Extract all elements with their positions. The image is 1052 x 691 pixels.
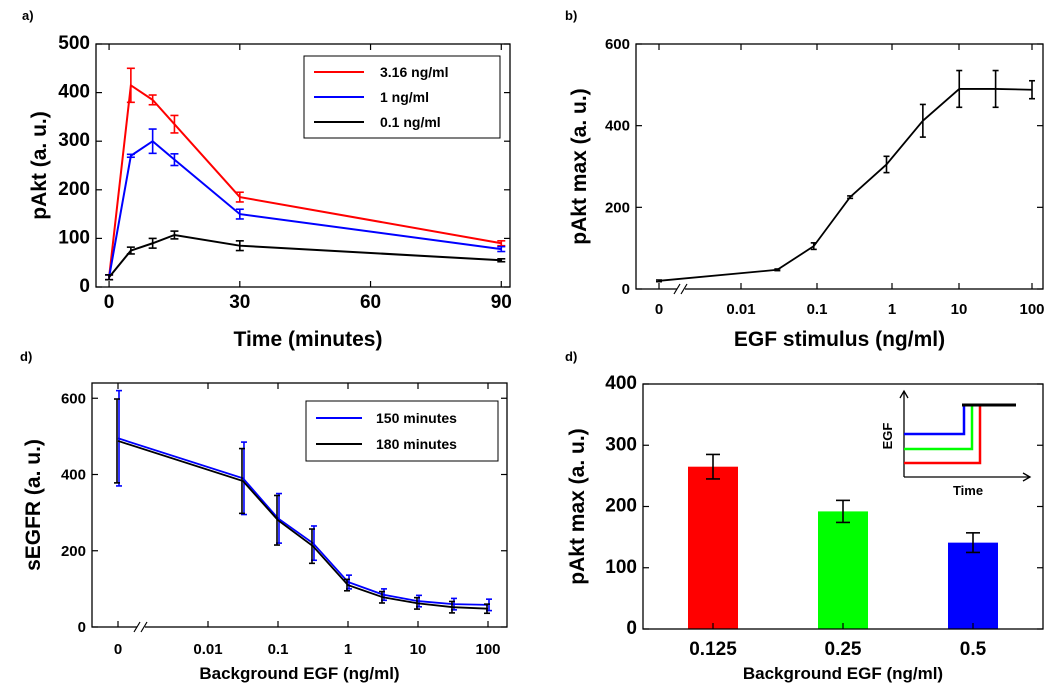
panel-a-ylabel: pAkt (a. u.)	[28, 111, 51, 220]
panel-b-axis-break-mark	[680, 283, 688, 295]
panel-d-bar-0.5	[948, 542, 998, 629]
panel-a-ytick-label: 400	[58, 82, 90, 103]
panel-c-ytick-label: 400	[61, 467, 86, 484]
panel-a-ytick-label: 500	[58, 33, 90, 54]
panel-d-inset-red-step	[904, 405, 982, 465]
panel-a-series-2-line	[108, 233, 502, 278]
panel-b-ytick-label: 400	[605, 118, 630, 135]
panel-a-ytick-label: 300	[58, 130, 90, 151]
panel-a-ytick-label: 200	[58, 179, 90, 200]
panel-c-segfr: d) 0 0.01 0.1 1 10 100 0 200 400 600 150 minutes 180…	[20, 349, 508, 683]
panel-a-time-course: a) 0 30 60 90 0 100 200 300 400 500 3.16 ng/ml 1 ng/…	[22, 8, 512, 351]
panel-a-axes-frame	[95, 43, 511, 288]
panel-b-xtick-label: 0.1	[807, 301, 828, 318]
panel-b-xtick-label: 0	[655, 301, 663, 318]
panel-c-axes-frame	[91, 382, 508, 628]
panel-c-legend-box	[305, 400, 499, 462]
panel-a-xtick-label: 60	[360, 292, 381, 313]
panel-a-series-0-line	[108, 83, 502, 278]
panel-d-ytick-label: 300	[605, 434, 637, 455]
panel-c-ytick-label: 0	[78, 619, 86, 636]
panel-b-xtick-label: 100	[1019, 301, 1044, 318]
panel-d-ylabel: pAkt max (a. u.)	[566, 428, 589, 584]
panel-a-ytick-label: 100	[58, 227, 90, 248]
panel-c-xlabel: Background EGF (ng/ml)	[199, 664, 399, 683]
panel-c-axis-break-mark	[133, 621, 141, 633]
panel-d-bar-0.125	[688, 466, 738, 629]
panel-a-xlabel: Time (minutes)	[234, 328, 383, 351]
panel-b-xtick-label: 1	[888, 301, 896, 318]
panel-a-xtick-label: 30	[229, 292, 250, 313]
panel-b-ylabel: pAkt max (a. u.)	[568, 88, 591, 244]
panel-c-series-1-line	[117, 440, 489, 610]
panel-c-xtick-label: 0	[114, 641, 122, 658]
panel-b-axes-frame	[635, 43, 1044, 290]
panel-d-inset-x-arrow	[1022, 472, 1032, 482]
panel-c-axis-break-mark	[140, 621, 148, 633]
panel-d-inset-ylabel: EGF	[880, 423, 895, 450]
panel-d-inset-green-step	[904, 405, 974, 451]
panel-c-xtick-label: 100	[475, 641, 500, 658]
panel-d-xlabel: Background EGF (ng/ml)	[743, 664, 943, 683]
panel-b-xtick-label: 0.01	[726, 301, 755, 318]
panel-b-ytick-label: 0	[622, 281, 630, 298]
panel-c-label: d)	[20, 349, 32, 364]
panel-d-ytick-label: 200	[605, 496, 637, 517]
panel-d-xtick-label: 0.5	[960, 639, 987, 660]
panel-d-inset-blue-step	[904, 405, 966, 436]
panel-d-bar-0.25	[818, 511, 868, 629]
panel-d-bar-chart: d) 0.125 0.25 0.5 0 100 200 300 400 Background EG…	[565, 349, 1044, 683]
panel-b-dose-response: b) 0 0.01 0.1 1 10 100 0 200 400 600 EGF stimulus (…	[565, 8, 1045, 351]
panel-c-series-0-line	[117, 437, 489, 606]
panel-c-ytick-label: 600	[61, 390, 86, 407]
panel-c-ytick-label: 200	[61, 543, 86, 560]
panel-b-ytick-label: 200	[605, 199, 630, 216]
panel-d-ytick-label: 100	[605, 557, 637, 578]
panel-a-legend-label: 0.1 ng/ml	[380, 114, 441, 130]
panel-c-legend-label: 180 minutes	[376, 436, 457, 452]
panel-a-xtick-label: 0	[104, 292, 115, 313]
panel-d-ytick-label: 400	[605, 373, 637, 394]
panel-b-axis-break-gap	[677, 285, 685, 293]
panel-a-xtick-label: 90	[491, 292, 512, 313]
panel-d-inset-xlabel: Time	[953, 483, 983, 498]
panel-a-series-1-line	[108, 139, 502, 278]
panel-b-xtick-label: 10	[951, 301, 968, 318]
panel-b-xlabel: EGF stimulus (ng/ml)	[734, 328, 945, 351]
panel-b-ytick-label: 600	[605, 36, 630, 53]
panel-c-xtick-label: 0.1	[268, 641, 289, 658]
panel-a-legend-label: 1 ng/ml	[380, 89, 429, 105]
panel-d-xtick-label: 0.125	[689, 639, 737, 660]
panel-c-xtick-label: 1	[344, 641, 352, 658]
panel-d-ytick-label: 0	[626, 618, 637, 639]
panel-d-inset-y-arrow	[899, 389, 909, 399]
panel-a-label: a)	[22, 8, 34, 23]
panel-c-xtick-label: 10	[410, 641, 427, 658]
panel-c-ylabel: sEGFR (a. u.)	[22, 439, 45, 571]
panel-c-xtick-label: 0.01	[193, 641, 222, 658]
panel-d-label: d)	[565, 349, 577, 364]
panel-d-xtick-label: 0.25	[825, 639, 862, 660]
panel-c-legend-label: 150 minutes	[376, 410, 457, 426]
panel-b-series-line	[658, 88, 1033, 282]
panel-c-axis-break-gap	[137, 623, 145, 631]
panel-a-ytick-label: 0	[79, 276, 90, 297]
panel-b-axis-break-mark	[673, 283, 681, 295]
panel-b-label: b)	[565, 8, 577, 23]
panel-a-legend-label: 3.16 ng/ml	[380, 64, 448, 80]
